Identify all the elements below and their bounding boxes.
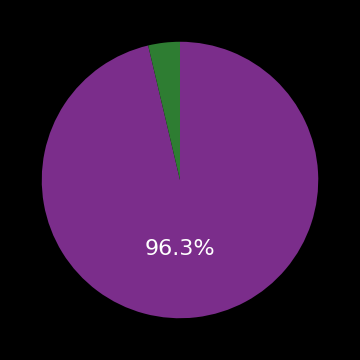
Wedge shape [42, 42, 318, 318]
Text: 96.3%: 96.3% [145, 239, 215, 259]
Wedge shape [148, 42, 180, 180]
